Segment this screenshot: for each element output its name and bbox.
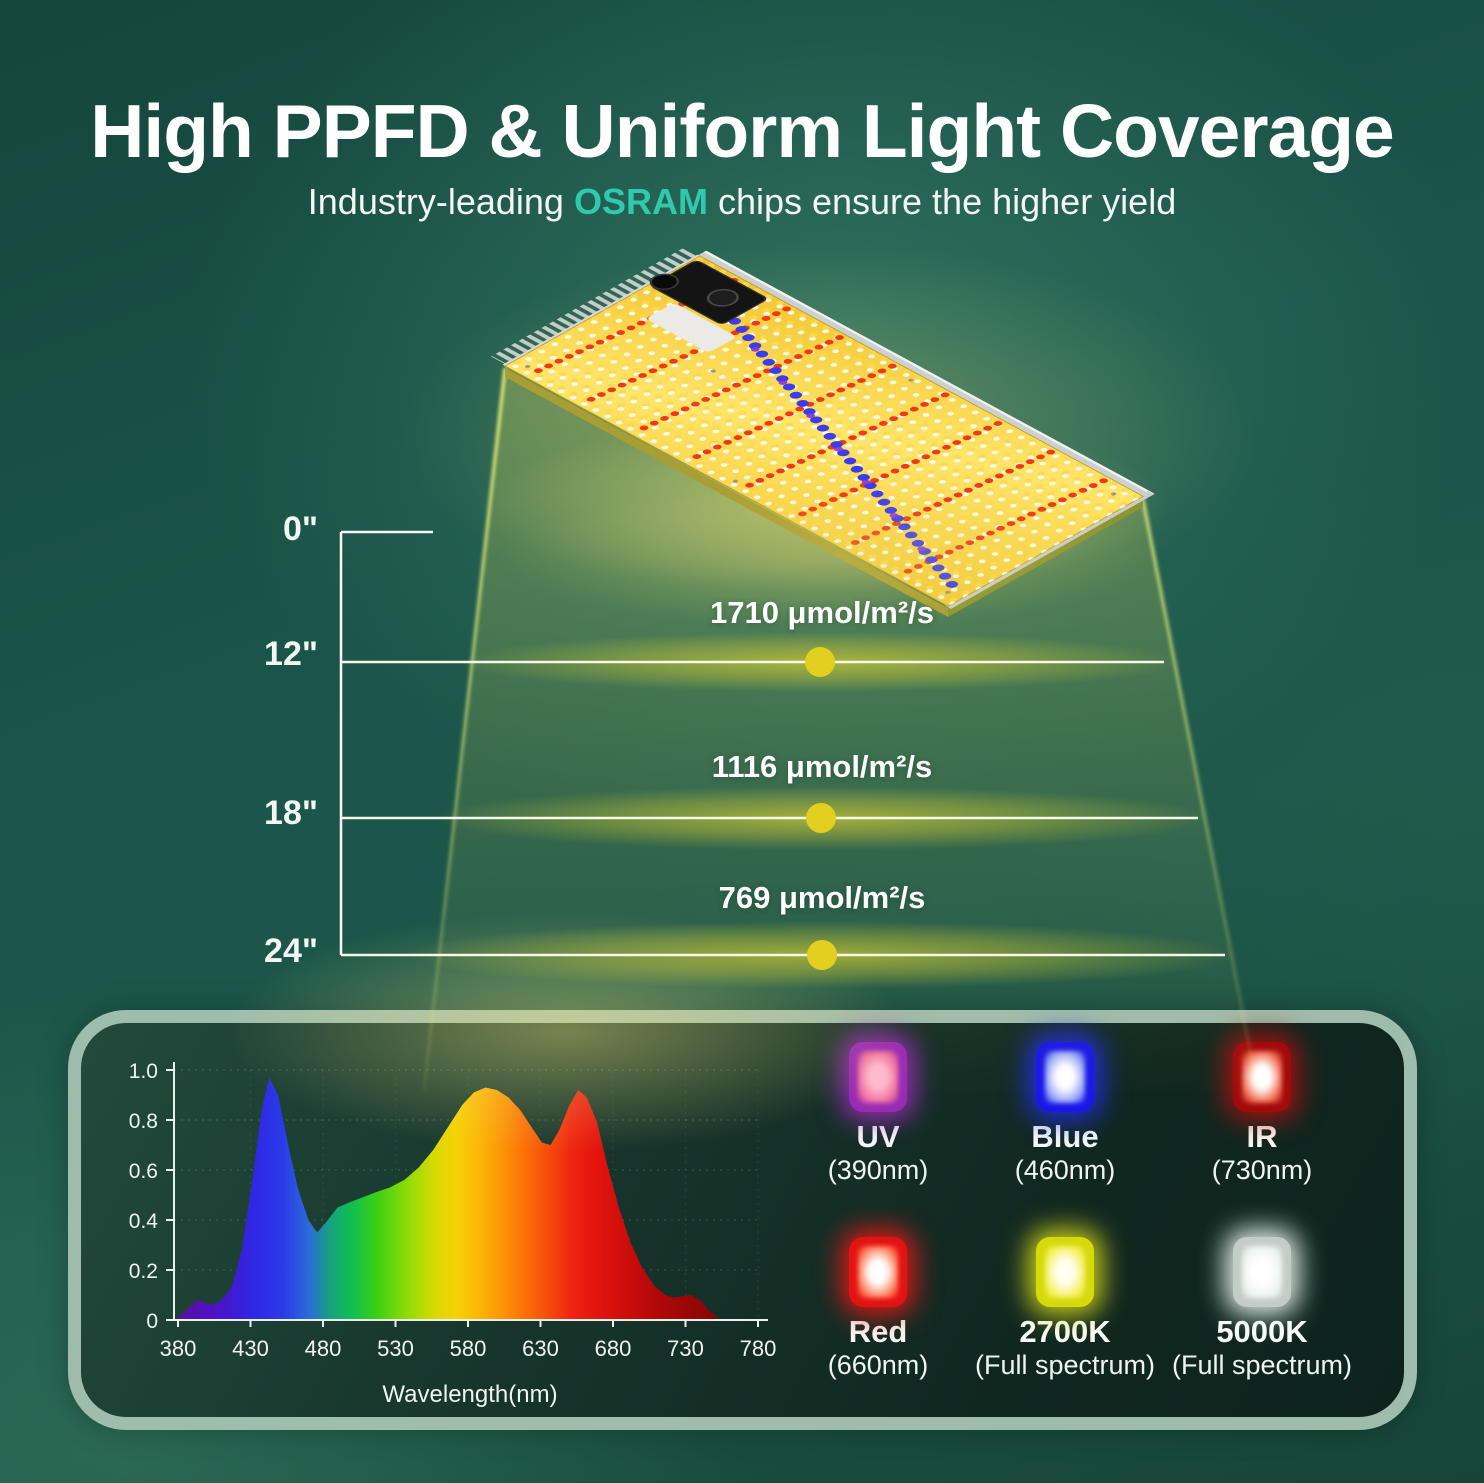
spectrum-chart: 0 0.2 0.4 0.6 0.8 1.0 380 430 480 530 580 630 680 730… <box>129 1060 777 1408</box>
heatsink-fins <box>491 248 697 365</box>
svg-text:680: 680 <box>595 1336 632 1361</box>
frame-rail-top-highlight <box>703 250 1155 495</box>
ruler-label-24in: 24" <box>264 932 318 970</box>
svg-text:630: 630 <box>522 1336 559 1361</box>
svg-text:Wavelength(nm): Wavelength(nm) <box>382 1381 557 1408</box>
ruler-label-18in: 18" <box>264 794 318 832</box>
led-dots-warm <box>505 256 1144 607</box>
driver-port <box>706 288 739 307</box>
svg-text:480: 480 <box>305 1336 342 1361</box>
svg-text:430: 430 <box>232 1336 269 1361</box>
dimmer-knob <box>649 273 680 290</box>
brand-name: OSRAM <box>573 181 708 222</box>
fixture-side-face-left <box>505 368 948 617</box>
subtitle-suffix: chips ensure the higher yield <box>707 181 1177 222</box>
light-beam-cone <box>422 366 1258 1092</box>
page-subtitle: Industry-leading OSRAM chips ensure the … <box>0 181 1484 223</box>
uv-led-accents <box>723 313 935 562</box>
svg-text:380: 380 <box>160 1336 197 1361</box>
svg-text:0.8: 0.8 <box>129 1110 158 1133</box>
beam-edge-left <box>422 367 507 1091</box>
red-led-rows <box>526 277 1108 577</box>
glow-band-18in <box>430 786 1214 850</box>
ppfd-dot-12in <box>805 647 835 677</box>
svg-text:580: 580 <box>450 1336 487 1361</box>
led-board <box>504 255 1144 607</box>
junction-box <box>648 304 735 352</box>
ppfd-dot-18in <box>806 803 836 833</box>
spectrum-area <box>178 1077 718 1320</box>
ppfd-dot-24in <box>807 940 837 970</box>
svg-text:530: 530 <box>377 1336 414 1361</box>
frame-rail-top <box>698 250 1155 499</box>
blue-led-row <box>694 276 959 589</box>
beam-origin-glow <box>479 417 1169 593</box>
svg-text:1.0: 1.0 <box>129 1060 158 1083</box>
ruler-label-0in: 0" <box>282 510 318 548</box>
svg-text:780: 780 <box>740 1336 777 1361</box>
ppfd-value-24in: 769 μmol/m²/s <box>718 880 926 915</box>
led-dots-white <box>505 256 1144 607</box>
ppfd-value-12in: 1710 μmol/m²/s <box>709 595 934 630</box>
fixture-halo <box>400 245 1260 625</box>
svg-text:0.6: 0.6 <box>129 1160 158 1183</box>
subtitle-prefix: Industry-leading <box>307 181 574 222</box>
ruler-label-12in: 12" <box>264 635 318 673</box>
svg-text:0.4: 0.4 <box>129 1210 159 1233</box>
driver-box <box>651 260 767 324</box>
page-title: High PPFD & Uniform Light Coverage <box>90 89 1395 173</box>
svg-text:730: 730 <box>667 1336 704 1361</box>
glow-band-24in <box>406 921 1242 989</box>
beam-edge-right <box>1141 498 1260 1091</box>
board-screws <box>524 364 1117 594</box>
glow-band-12in <box>458 632 1182 692</box>
svg-text:0: 0 <box>146 1310 158 1333</box>
heatsink-base <box>502 254 703 368</box>
svg-text:0.2: 0.2 <box>129 1260 158 1283</box>
frame-rail-right <box>945 491 1154 609</box>
ppfd-value-18in: 1116 μmol/m²/s <box>711 749 933 784</box>
